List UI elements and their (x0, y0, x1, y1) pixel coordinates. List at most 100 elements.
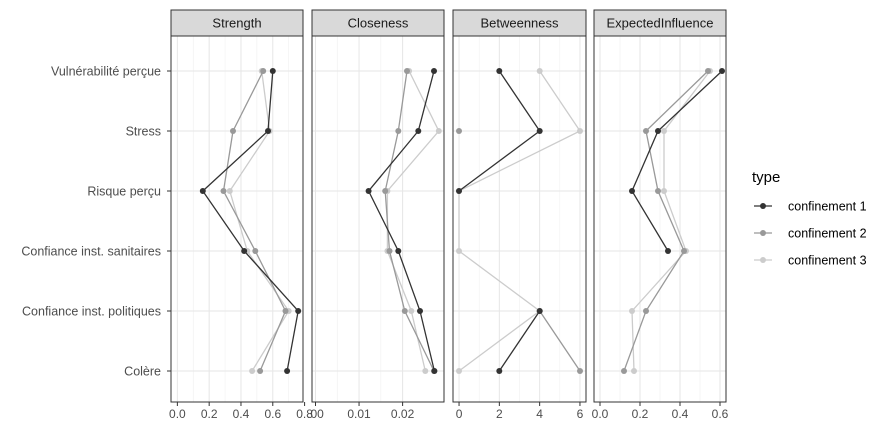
data-point (220, 188, 227, 194)
data-point (295, 308, 302, 314)
category-label-vulnerabilite-percue: Vulnérabilité perçue (51, 65, 161, 79)
category-label-confiance-inst-politiques: Confiance inst. politiques (22, 305, 161, 319)
data-point (252, 248, 259, 254)
x-tick-label: 0.02 (391, 407, 415, 421)
facet-border (593, 35, 727, 403)
x-tick-label: 0.01 (347, 407, 371, 421)
data-point (681, 248, 687, 254)
data-point (257, 368, 264, 374)
facet-border (452, 35, 587, 403)
x-tick-label: 0.8 (296, 407, 313, 421)
data-point (230, 128, 236, 134)
data-point (226, 188, 233, 194)
category-labels: Vulnérabilité perçue Stress Risque perçu Co… (21, 65, 171, 379)
data-point (631, 368, 637, 374)
data-point (435, 128, 442, 134)
facet-border (170, 35, 304, 403)
facet-border (311, 35, 445, 403)
data-point (655, 188, 661, 194)
x-tick-label: 0.0 (169, 407, 186, 421)
data-point (456, 248, 462, 254)
series-line (631, 70, 723, 252)
data-point (386, 248, 393, 254)
data-point (536, 68, 543, 74)
data-point (661, 128, 667, 134)
data-point (577, 128, 583, 134)
legend-key-point (760, 230, 766, 236)
legend-key-point (760, 257, 766, 263)
facet-panel (312, 36, 444, 402)
facet-strip (311, 9, 445, 37)
x-tick-label: 0.6 (264, 407, 281, 421)
x-tick-label: 0.2 (201, 407, 218, 421)
x-tick-label: 0.4 (672, 407, 689, 421)
legend: type confinement 1 confinement 2 confinemen… (752, 169, 867, 268)
data-point (643, 128, 649, 134)
series-line (623, 70, 709, 372)
data-point (431, 368, 438, 374)
data-point (496, 68, 503, 74)
data-point (577, 368, 583, 374)
series-line (539, 310, 581, 372)
data-point (456, 368, 462, 374)
data-point (643, 308, 649, 314)
facet-closeness: Closeness .00 0.01 0.02 (307, 9, 445, 421)
data-point (365, 188, 372, 194)
data-point (265, 128, 271, 134)
legend-key-point (760, 203, 766, 209)
category-label-colere: Colère (124, 365, 161, 379)
legend-entry-confinement-1: confinement 1 (754, 200, 867, 214)
series-line (222, 70, 287, 372)
data-point (655, 128, 661, 134)
data-point (395, 128, 402, 134)
x-tick-label: 2 (496, 407, 503, 421)
data-point (719, 68, 725, 74)
series-confinement-2 (220, 68, 289, 374)
data-point (705, 68, 711, 74)
facet-strip (452, 9, 587, 37)
data-point (496, 368, 503, 374)
data-point (401, 308, 408, 314)
series-confinement-2 (621, 68, 711, 374)
category-label-risque-percu: Risque perçu (87, 185, 161, 199)
data-point (282, 308, 289, 314)
legend-entry-confinement-3: confinement 3 (754, 254, 867, 268)
x-tick-label: 0.4 (233, 407, 250, 421)
legend-entry-confinement-2: confinement 2 (754, 227, 867, 241)
data-point (241, 248, 248, 254)
data-point (661, 188, 667, 194)
x-tick-label: 0.6 (712, 407, 729, 421)
data-point (456, 188, 462, 194)
data-point (536, 128, 543, 134)
x-tick-label: .00 (307, 407, 324, 421)
data-point (404, 68, 410, 74)
facet-expectedinfluence: ExpectedInfluence 0.0 0.2 0.4 0.6 (592, 9, 729, 421)
data-point (260, 68, 267, 74)
data-point (665, 248, 671, 254)
x-tick-label: 4 (536, 407, 543, 421)
facet-title: Closeness (348, 16, 409, 31)
x-tick-label: 0.2 (632, 407, 649, 421)
data-point (536, 308, 543, 314)
facet-strip (593, 9, 727, 37)
facet-title: Betweenness (480, 16, 559, 31)
series-line (458, 70, 581, 372)
facet-betweenness: Betweenness 0 2 4 6 (452, 9, 587, 421)
series-line (498, 310, 541, 372)
data-point (629, 188, 635, 194)
category-label-confiance-inst-sanitaires: Confiance inst. sanitaires (21, 245, 161, 259)
series-line (384, 70, 435, 372)
series-confinement-2 (382, 68, 437, 374)
series-confinement-1 (365, 68, 438, 374)
series-line (201, 70, 299, 372)
x-tick-label: 0 (456, 407, 463, 421)
x-tick-label: 0.0 (592, 407, 609, 421)
series-confinement-1 (199, 68, 302, 374)
category-label-stress: Stress (126, 125, 161, 139)
data-point (621, 368, 627, 374)
data-point (629, 308, 635, 314)
legend-label: confinement 2 (788, 227, 867, 241)
facet-panel (171, 36, 303, 402)
series-line (367, 70, 436, 372)
